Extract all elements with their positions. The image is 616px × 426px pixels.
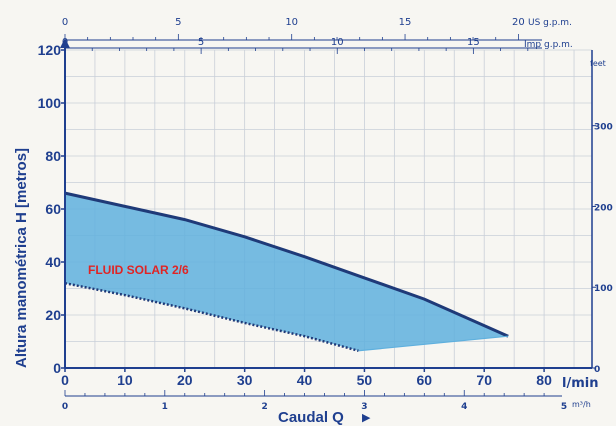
x-axis-label: Caudal Q bbox=[278, 409, 344, 426]
m3h-tick-label: 2 bbox=[261, 402, 267, 412]
us-gpm-tick-label: 20 bbox=[512, 17, 525, 28]
unit-lmin: l/min bbox=[562, 376, 598, 391]
axes bbox=[60, 38, 593, 397]
x-tick-label: 0 bbox=[61, 372, 69, 388]
x-tick-label: 60 bbox=[417, 372, 433, 388]
x-tick-label: 30 bbox=[237, 372, 253, 388]
m3h-tick-label: 3 bbox=[361, 402, 367, 412]
y-tick-label: 100 bbox=[38, 95, 62, 111]
unit-us-gpm: US g.p.m. bbox=[528, 18, 572, 28]
min-head-curve bbox=[64, 281, 359, 352]
x-tick-label: 20 bbox=[177, 372, 193, 388]
us-gpm-tick-label: 5 bbox=[175, 17, 181, 28]
us-gpm-tick-label: 15 bbox=[399, 17, 412, 28]
y-feet-tick-label: 200 bbox=[594, 203, 613, 213]
m3h-tick-label: 5 bbox=[561, 402, 567, 412]
y-axis-label: Altura manométrica H [metros] bbox=[13, 148, 30, 368]
m3h-tick-label: 0 bbox=[62, 402, 68, 412]
x-tick-label: 70 bbox=[476, 372, 492, 388]
m3h-tick-label: 4 bbox=[461, 402, 467, 412]
y-tick-label: 80 bbox=[45, 148, 61, 164]
imp-gpm-tick-label: 15 bbox=[467, 37, 480, 48]
y-axis-arrow-icon bbox=[60, 38, 70, 48]
x-tick-label: 80 bbox=[536, 372, 552, 388]
m3h-tick-label: 1 bbox=[162, 402, 168, 412]
area-fill bbox=[65, 193, 509, 351]
y-tick-label: 20 bbox=[45, 307, 61, 323]
series-label: FLUID SOLAR 2/6 bbox=[88, 263, 189, 277]
unit-feet: feet bbox=[590, 59, 606, 68]
imp-gpm-tick-label: 0 bbox=[62, 37, 68, 48]
unit-m3h: m³/h bbox=[572, 400, 591, 409]
x-tick-label: 10 bbox=[117, 372, 133, 388]
operating-area bbox=[64, 191, 509, 352]
y-feet-tick-label: 0 bbox=[594, 365, 600, 375]
x-tick-label: 50 bbox=[357, 372, 373, 388]
y-tick-label: 40 bbox=[45, 254, 61, 270]
y-tick-label: 0 bbox=[53, 360, 61, 376]
y-feet-tick-label: 100 bbox=[594, 284, 613, 294]
unit-imp-gpm: Imp g.p.m. bbox=[524, 40, 573, 50]
imp-gpm-tick-label: 10 bbox=[331, 37, 344, 48]
y-tick-label: 120 bbox=[38, 42, 62, 58]
area-right-edge bbox=[358, 335, 509, 352]
us-gpm-tick-label: 0 bbox=[62, 17, 68, 28]
us-gpm-tick-label: 10 bbox=[285, 17, 298, 28]
imp-gpm-tick-label: 5 bbox=[198, 37, 204, 48]
x-axis-arrow-icon: ▶ bbox=[362, 412, 371, 424]
y-feet-tick-label: 300 bbox=[594, 123, 613, 133]
max-head-curve bbox=[64, 191, 509, 338]
x-tick-label: 40 bbox=[297, 372, 313, 388]
y-tick-label: 60 bbox=[45, 201, 61, 217]
